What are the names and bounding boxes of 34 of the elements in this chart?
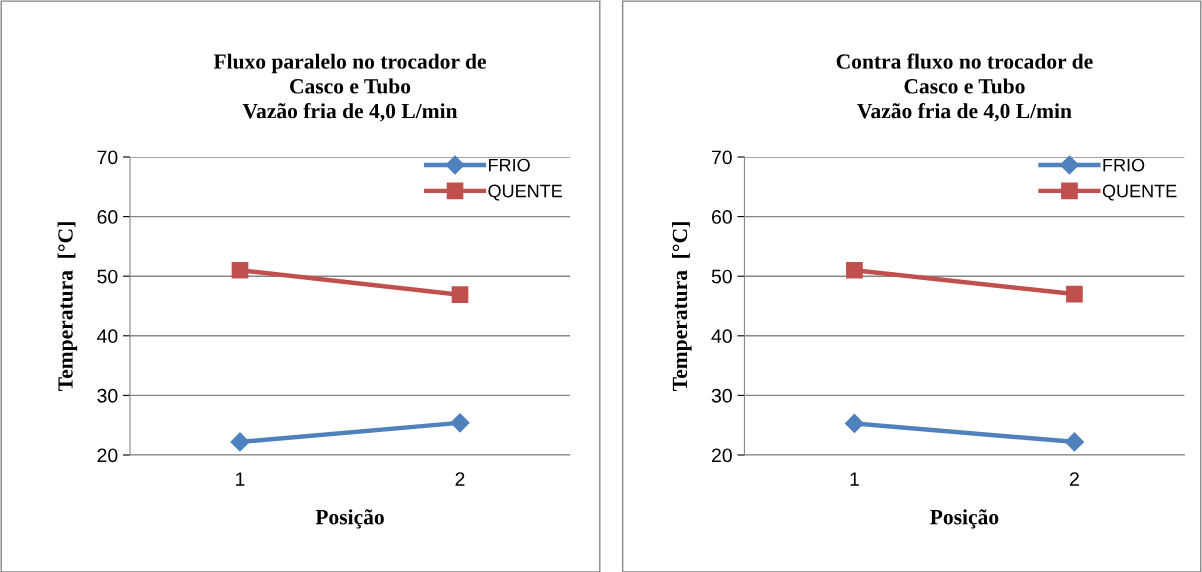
x-tick-label: 1	[236, 472, 245, 486]
y-tick-label: 20	[97, 448, 118, 463]
y-tick-label: 40	[711, 329, 732, 344]
point	[844, 413, 864, 433]
point	[1066, 285, 1083, 303]
y-tick-label: 70	[97, 150, 118, 165]
point	[231, 261, 249, 279]
x-tick-label: 2	[1070, 472, 1079, 486]
y-tick-label: 40	[97, 329, 118, 344]
legend-label: FRIO	[1103, 158, 1145, 172]
y-tick-label: 60	[711, 210, 732, 224]
point	[846, 261, 863, 279]
y-tick-label: 70	[712, 150, 732, 165]
y-tick-label: 30	[711, 388, 732, 403]
y-tick-label: 20	[711, 448, 732, 463]
legend-label: QUENTE	[488, 184, 562, 201]
point	[451, 286, 469, 304]
y-axis-title: Temperatura [°C]	[672, 222, 692, 391]
legend-label: FRIO	[489, 158, 530, 172]
y-tick-label: 50	[97, 269, 118, 284]
x-axis-title: Posição	[930, 509, 999, 529]
y-tick-label: 30	[97, 388, 118, 403]
y-tick-label: 50	[711, 269, 732, 284]
point	[230, 432, 250, 452]
legend-label: QUENTE	[1102, 184, 1177, 201]
y-axis-title: Temperatura [°C]	[57, 222, 78, 391]
x-tick-label: 1	[850, 472, 859, 486]
point	[450, 413, 470, 433]
point	[1064, 432, 1084, 452]
y-tick-label: 60	[97, 210, 118, 224]
chart-title: Contra fluxo no trocador de Casco e Tubo Vazão fria de 4,0 L/min	[836, 53, 1093, 122]
chart-title: Fluxo paralelo no trocador de Casco e Tubo Vazão fria de 4,0 L/min	[213, 53, 486, 122]
x-axis-title: Posição	[315, 509, 384, 529]
x-tick-label: 2	[455, 472, 465, 486]
